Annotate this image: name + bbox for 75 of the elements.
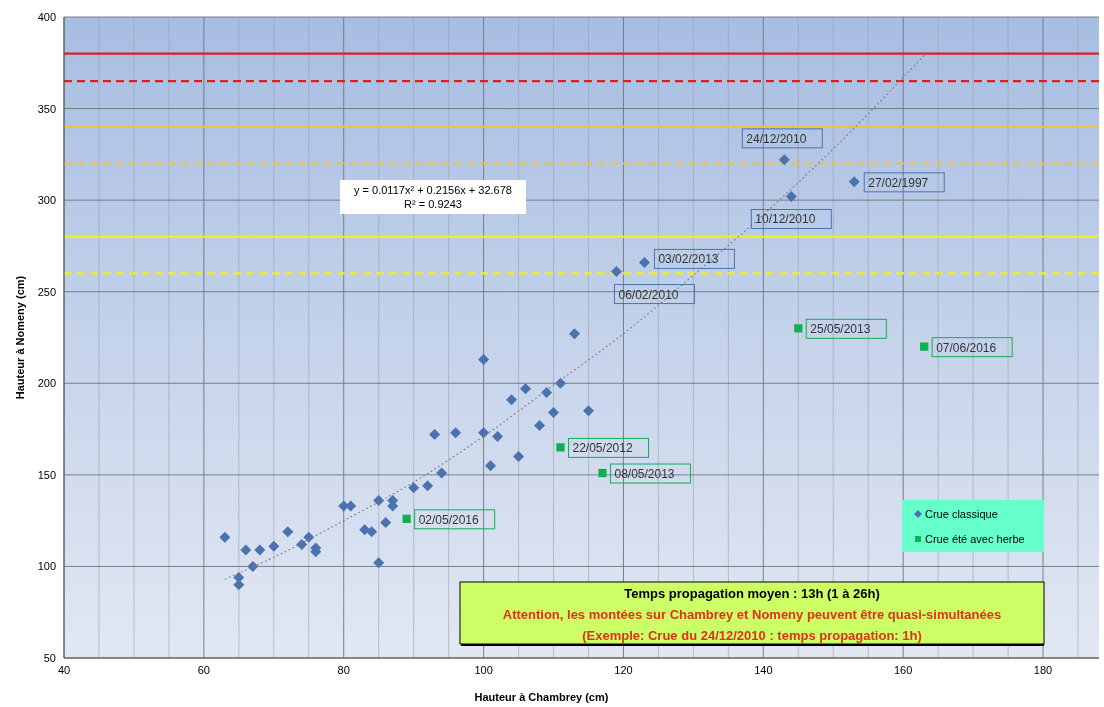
y-tick-label: 100 <box>37 560 56 573</box>
annotation: 25/05/2013 <box>810 322 871 337</box>
point <box>254 544 266 556</box>
x-tick-label: 60 <box>197 664 210 676</box>
point <box>240 544 252 556</box>
y-tick-label: 50 <box>43 652 56 664</box>
x-tick-label: 180 <box>1033 664 1053 676</box>
y-tick-label: 150 <box>37 468 56 481</box>
point <box>920 342 929 351</box>
x-tick-label: 120 <box>614 664 633 676</box>
y-axis-title: Hauteur à Nomeny (cm) <box>14 275 26 400</box>
point <box>492 430 504 442</box>
point <box>380 516 392 528</box>
y-tick-label: 300 <box>37 194 56 207</box>
point <box>422 480 434 492</box>
annotation: 03/02/2013 <box>658 252 719 267</box>
y-tick-label: 250 <box>37 285 56 298</box>
annotation: 24/12/2010 <box>746 131 807 146</box>
point <box>520 383 532 395</box>
x-tick-label: 160 <box>894 664 913 676</box>
point <box>373 495 385 506</box>
y-tick-label: 200 <box>37 377 56 390</box>
point <box>268 540 280 552</box>
annotation: Temps propagation moyen : 13h (1 à 26h) <box>624 586 880 601</box>
point <box>373 557 385 569</box>
annotation: Attention, les montées sur Chambrey et Nomeny peuvent être quasi-simultanées <box>502 607 1002 622</box>
point <box>478 427 490 439</box>
x-tick-label: 140 <box>754 664 773 676</box>
point <box>408 482 420 494</box>
annotation: 02/05/2016 <box>418 512 480 527</box>
point <box>555 377 567 389</box>
point <box>282 526 294 538</box>
point <box>610 266 622 278</box>
x-axis-title: Hauteur à Chambrey (cm) <box>474 691 609 703</box>
y-tick-label: 350 <box>37 102 56 115</box>
point <box>582 405 594 417</box>
annotation: (Exemple: Crue du 24/12/2010 : temps propagation: 1h) <box>582 628 922 643</box>
point <box>794 324 803 333</box>
point <box>785 190 797 202</box>
point <box>848 176 860 188</box>
point <box>436 467 448 479</box>
y-tick-label: 400 <box>37 11 56 23</box>
point <box>485 460 497 472</box>
point <box>569 328 581 340</box>
point <box>541 386 553 398</box>
point <box>429 429 441 441</box>
x-tick-label: 80 <box>337 664 350 676</box>
point <box>506 394 518 406</box>
point <box>450 427 462 439</box>
point <box>303 531 315 543</box>
point <box>556 443 565 452</box>
legend-label: Crue été avec herbe <box>925 533 1025 545</box>
point <box>513 451 525 463</box>
point <box>296 538 308 550</box>
annotation: 27/02/1997 <box>868 175 929 190</box>
x-tick-label: 40 <box>57 664 71 676</box>
annotation: 07/06/2016 <box>936 340 997 355</box>
annotation: 10/12/2010 <box>755 212 816 227</box>
point <box>548 407 560 419</box>
point <box>534 419 546 431</box>
annotation: 22/05/2012 <box>572 441 633 456</box>
annotation: 06/02/2010 <box>618 287 679 302</box>
point <box>402 514 411 523</box>
point <box>638 256 650 268</box>
annotation: R² = 0.9243 <box>404 198 462 210</box>
annotation: y = 0.0117x² + 0.2156x + 32.678 <box>354 184 512 196</box>
point <box>366 526 378 538</box>
legend-label: Crue classique <box>925 508 998 520</box>
annotation: 08/05/2013 <box>614 467 675 482</box>
point <box>478 353 490 365</box>
point <box>247 560 259 572</box>
point <box>219 531 231 543</box>
point <box>598 468 607 478</box>
x-tick-label: 100 <box>474 664 493 676</box>
point <box>778 154 790 166</box>
